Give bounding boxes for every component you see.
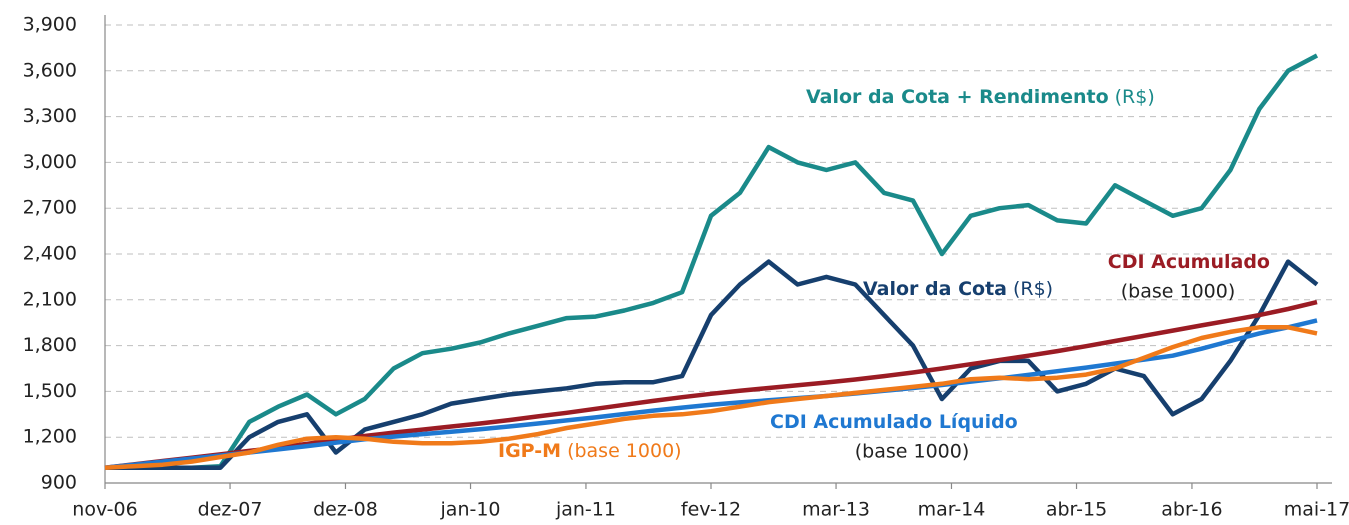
series-note: (base 1000): [855, 441, 970, 463]
x-tick-label: dez-07: [198, 499, 263, 521]
series-line: [104, 325, 1318, 470]
x-tick-label: mar-13: [802, 499, 870, 521]
y-tick-label: 3,000: [23, 151, 77, 173]
y-tick-label: 2,100: [23, 288, 77, 310]
series-line: [105, 53, 1319, 470]
y-tick-label: 1,500: [23, 380, 77, 402]
x-tick-label: mar-14: [918, 499, 986, 521]
y-tick-label: 900: [41, 472, 77, 494]
x-tick-label: fev-12: [681, 499, 741, 521]
series-name: CDI Acumulado Líquido: [770, 411, 1018, 433]
series-note: (R$): [1115, 86, 1155, 108]
series-label: IGP-M (base 1000): [498, 440, 682, 462]
x-tick-label: mai-17: [1284, 499, 1349, 521]
x-tick-label: nov-06: [72, 499, 137, 521]
series-line: [104, 318, 1318, 470]
series-label: Valor da Cota (R$): [863, 278, 1053, 300]
series-name: Valor da Cota: [863, 278, 1007, 300]
y-tick-label: 3,600: [23, 59, 77, 81]
x-tick-label: dez-08: [313, 499, 378, 521]
series-name: Valor da Cota + Rendimento: [806, 86, 1109, 108]
y-tick-label: 3,900: [23, 14, 77, 36]
x-tick-label: jan-11: [555, 499, 616, 521]
y-tick-label: 3,300: [23, 105, 77, 127]
x-tick-label: abr-15: [1046, 499, 1107, 521]
series-label: CDI Acumulado Líquido: [770, 411, 1018, 433]
series-name: CDI Acumulado: [1108, 251, 1270, 273]
y-tick-label: 2,400: [23, 243, 77, 265]
series-label: CDI Acumulado: [1108, 251, 1270, 273]
series-label: Valor da Cota + Rendimento (R$): [806, 86, 1155, 108]
series-note: (base 1000): [1121, 281, 1236, 303]
x-tick-label: abr-16: [1161, 499, 1222, 521]
series-name: IGP-M: [498, 440, 561, 462]
y-tick-label: 1,800: [23, 334, 77, 356]
x-tick-label: jan-10: [440, 499, 501, 521]
y-tick-label: 1,200: [23, 426, 77, 448]
series-note: (base 1000): [567, 440, 682, 462]
series-note: (R$): [1013, 278, 1053, 300]
y-tick-label: 2,700: [23, 197, 77, 219]
